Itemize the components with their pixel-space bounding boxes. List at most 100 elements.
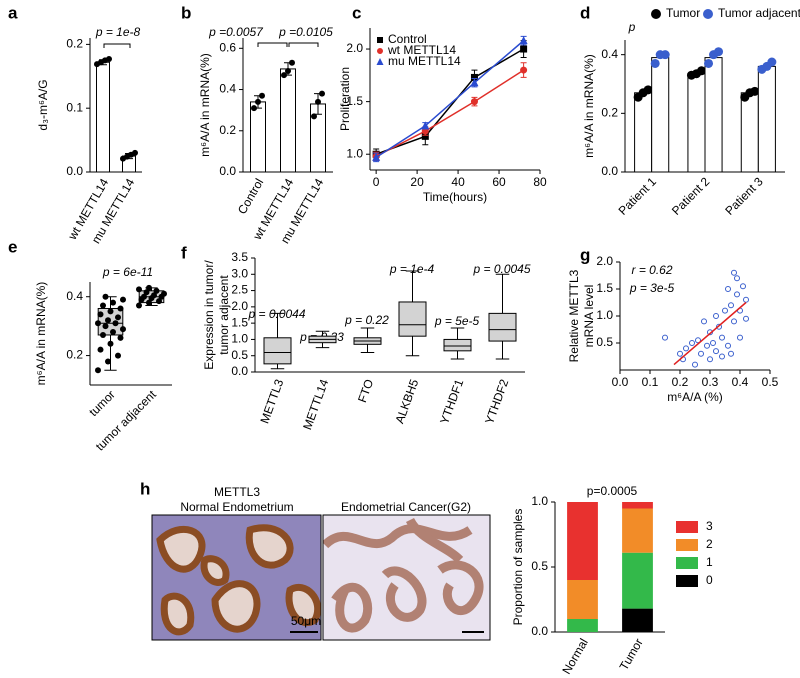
data-point bbox=[731, 318, 737, 325]
data-point bbox=[105, 317, 111, 324]
data-point bbox=[161, 290, 167, 297]
data-point bbox=[683, 345, 689, 352]
data-point bbox=[698, 350, 704, 357]
data-point bbox=[156, 298, 162, 305]
bar bbox=[757, 65, 776, 173]
y-tick-label: 0.5 bbox=[531, 559, 548, 573]
y-tick-label: 0.4 bbox=[219, 82, 236, 96]
data-point bbox=[120, 296, 126, 303]
data-point bbox=[421, 132, 429, 140]
error-bar bbox=[99, 59, 107, 66]
data-point bbox=[311, 113, 317, 120]
data-point bbox=[110, 299, 116, 306]
data-point bbox=[520, 45, 528, 53]
data-point bbox=[107, 340, 114, 347]
error-bar bbox=[284, 62, 292, 76]
data-point bbox=[97, 311, 104, 318]
legend-label: 0 bbox=[706, 573, 713, 587]
data-point bbox=[713, 313, 719, 319]
y-tick-label: 0.6 bbox=[219, 40, 236, 54]
legend-label: 2 bbox=[706, 537, 713, 551]
y-tick-label: 0.4 bbox=[66, 289, 83, 303]
y-tick-label: 0.0 bbox=[531, 624, 548, 638]
data-point bbox=[695, 337, 701, 344]
legend-label: mu METTL14 bbox=[388, 54, 461, 68]
x-tick-label: 0.4 bbox=[732, 375, 749, 389]
y-tick-label: 0.1 bbox=[66, 100, 83, 114]
micrograph: 50μm bbox=[152, 515, 321, 640]
y-axis-label: Relative METTL3 bbox=[567, 269, 581, 362]
y-tick-label: 0.2 bbox=[601, 106, 618, 120]
data-point bbox=[728, 350, 734, 357]
data-point bbox=[117, 334, 124, 341]
legend-marker bbox=[377, 48, 383, 54]
line bbox=[375, 69, 525, 157]
legend-swatch bbox=[676, 557, 698, 569]
legend-marker bbox=[376, 58, 384, 65]
data-point bbox=[102, 293, 109, 300]
annotation: p = 0.0044 bbox=[247, 307, 305, 321]
y-tick-label: 2.0 bbox=[346, 41, 363, 55]
data-point bbox=[146, 299, 152, 306]
data-point bbox=[421, 121, 430, 130]
y-tick-label: 0.2 bbox=[66, 348, 83, 362]
y-tick-label: 0.5 bbox=[596, 335, 613, 349]
bar-segment bbox=[622, 608, 653, 632]
y-tick-label: 2.5 bbox=[231, 283, 248, 297]
data-point bbox=[743, 296, 749, 303]
y-tick-label: 3.5 bbox=[231, 250, 248, 264]
legend-swatch bbox=[676, 539, 698, 551]
y-tick-label: 2.0 bbox=[231, 299, 248, 313]
data-point bbox=[689, 340, 695, 346]
data-point bbox=[132, 149, 138, 156]
data-point bbox=[767, 57, 777, 67]
error-bar bbox=[254, 95, 262, 109]
legend-label: Control bbox=[388, 32, 427, 46]
legend-marker bbox=[651, 9, 661, 19]
data-point bbox=[117, 305, 124, 312]
panel-label: f bbox=[181, 243, 187, 262]
legend-swatch bbox=[676, 575, 698, 587]
data-point bbox=[151, 292, 157, 299]
data-point bbox=[105, 358, 111, 365]
bar-segment bbox=[622, 508, 653, 553]
data-point bbox=[704, 342, 710, 349]
x-axis-label: Time(hours) bbox=[423, 190, 487, 204]
data-point bbox=[136, 302, 142, 309]
line bbox=[375, 40, 525, 159]
bar bbox=[704, 57, 723, 173]
data-point bbox=[650, 58, 660, 68]
data-point bbox=[722, 307, 728, 314]
data-point bbox=[95, 320, 101, 327]
data-point bbox=[701, 318, 707, 325]
data-point bbox=[731, 269, 737, 276]
x-tick-label: 0.0 bbox=[612, 375, 629, 389]
image-caption: Endometrial Cancer(G2) bbox=[341, 500, 471, 514]
y-axis-label: m⁶A/A in mRNA(%) bbox=[34, 282, 48, 386]
data-point bbox=[102, 323, 109, 330]
y-tick-label: 2.0 bbox=[596, 254, 613, 268]
x-tick-label: YTHDF1 bbox=[437, 377, 466, 426]
data-point bbox=[143, 289, 150, 296]
data-point bbox=[737, 334, 743, 341]
data-point bbox=[719, 353, 725, 360]
x-tick-label: YTHDF2 bbox=[482, 377, 511, 426]
line bbox=[375, 48, 524, 155]
panel-label: g bbox=[580, 245, 590, 264]
y-tick-label: 1.0 bbox=[231, 332, 248, 346]
annotation: p =0.0057 bbox=[208, 25, 264, 39]
annotation: p = 0.0045 bbox=[472, 262, 530, 276]
scale-bar-label: 50μm bbox=[291, 614, 321, 628]
bar-segment bbox=[567, 580, 598, 619]
data-point bbox=[725, 286, 731, 292]
data-point bbox=[107, 308, 114, 315]
x-tick-label: METTL3 bbox=[257, 377, 286, 425]
x-tick-label: 0.2 bbox=[672, 375, 689, 389]
x-tick-label: 0.3 bbox=[702, 375, 719, 389]
data-point bbox=[743, 315, 749, 322]
data-point bbox=[470, 73, 478, 81]
data-point bbox=[120, 326, 126, 333]
x-tick-label: 80 bbox=[533, 175, 547, 189]
